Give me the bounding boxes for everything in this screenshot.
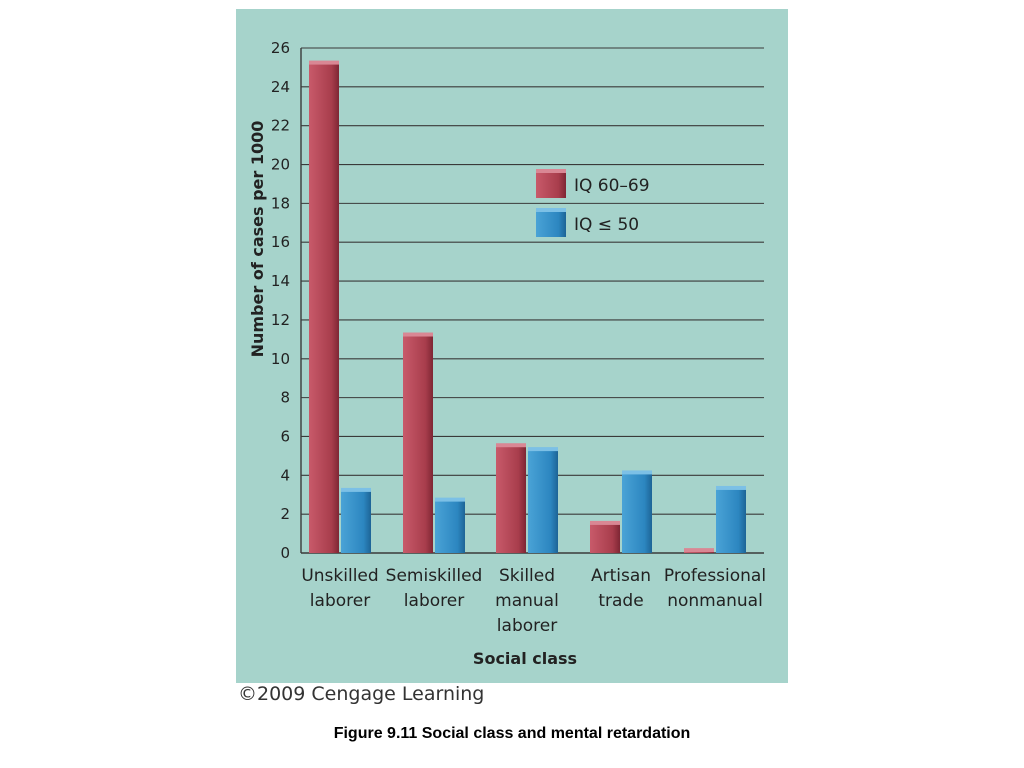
- bar: [684, 548, 714, 553]
- y-tick-label: 16: [271, 233, 290, 251]
- y-tick-label: 14: [271, 272, 290, 290]
- y-tick-label: 4: [280, 466, 290, 484]
- legend-label: IQ ≤ 50: [574, 215, 639, 235]
- y-tick-label: 12: [271, 311, 290, 329]
- legend-item: IQ 60–69: [536, 169, 650, 198]
- legend-swatch: [536, 169, 566, 198]
- y-tick-label: 22: [271, 117, 290, 135]
- x-category-label: Skilled manual laborer: [495, 566, 559, 636]
- bar: [590, 520, 620, 553]
- legend: IQ 60–69 IQ ≤ 50: [536, 169, 650, 237]
- bar: [716, 485, 746, 553]
- bar: [341, 487, 371, 553]
- y-tick-label: 18: [271, 194, 290, 212]
- x-axis-title: Social class: [473, 649, 577, 668]
- y-tick-label: 2: [280, 505, 290, 523]
- figure-caption: Figure 9.11 Social class and mental reta…: [333, 725, 691, 742]
- bar: [435, 497, 465, 553]
- x-category-label: Unskilled laborer: [301, 566, 378, 611]
- legend-item: IQ ≤ 50: [536, 208, 639, 237]
- legend-swatch: [536, 208, 566, 237]
- y-tick-label: 20: [271, 156, 290, 174]
- bar: [403, 332, 433, 553]
- y-tick-label: 6: [280, 427, 290, 445]
- grid-lines: [300, 47, 764, 554]
- x-category-label: Semiskilled laborer: [386, 566, 483, 611]
- y-axis-title: Number of cases per 1000: [248, 121, 267, 358]
- y-tick-label: 0: [280, 544, 290, 562]
- legend-label: IQ 60–69: [574, 176, 650, 196]
- y-tick-label: 10: [271, 350, 290, 368]
- y-tick-label: 24: [271, 78, 290, 96]
- x-category-label: Artisan trade: [591, 566, 651, 611]
- x-category-label: Professional nonmanual: [664, 566, 766, 611]
- bar: [622, 470, 652, 553]
- y-tick-label: 26: [271, 39, 290, 57]
- chart-panel: 0 2 4 6 8 10 12 14 16 18 20 22 24 26 Unskilled laborer…: [236, 9, 788, 683]
- copyright-notice: ©2009 Cengage Learning: [238, 683, 485, 705]
- bars: [309, 60, 746, 553]
- bar: [528, 447, 558, 553]
- y-tick-label: 8: [280, 389, 290, 407]
- bar: [309, 60, 339, 553]
- bar: [496, 443, 526, 553]
